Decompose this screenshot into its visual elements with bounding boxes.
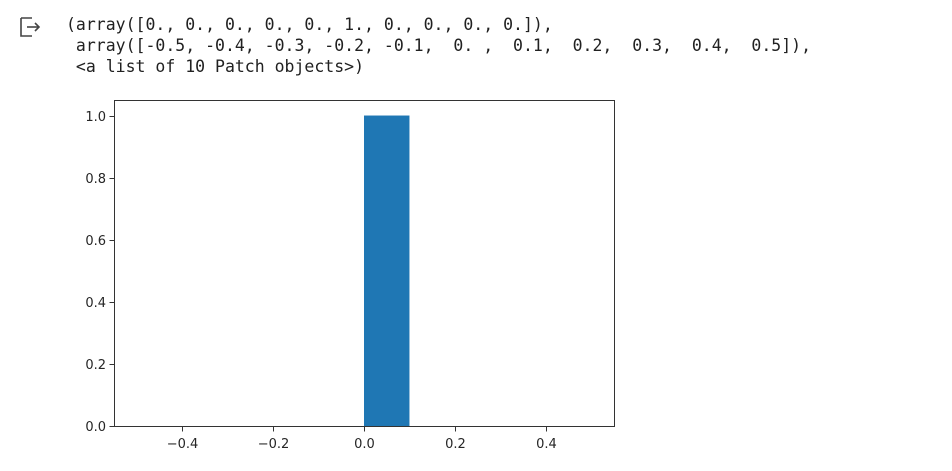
x-tick-label: 0.0	[354, 437, 375, 452]
bars-group	[364, 115, 410, 427]
x-tick-label: −0.2	[258, 437, 290, 452]
output-arrow-icon[interactable]	[18, 16, 44, 38]
y-tick-label: 0.0	[85, 420, 106, 435]
y-tick-label: 0.8	[85, 172, 106, 187]
y-tick-label: 1.0	[85, 110, 106, 125]
x-axis-ticks: −0.4 −0.2 0.0 0.2 0.4	[167, 426, 557, 452]
y-axis-ticks: 0.0 0.2 0.4 0.6 0.8 1.0	[85, 110, 115, 435]
y-tick-label: 0.2	[85, 358, 106, 373]
cell-output-text: (array([0., 0., 0., 0., 0., 1., 0., 0., …	[66, 14, 811, 77]
x-tick-label: −0.4	[167, 437, 199, 452]
output-line: <a list of 10 Patch objects>)	[66, 57, 365, 76]
y-tick-label: 0.6	[85, 234, 106, 249]
histogram-bar	[364, 115, 410, 427]
y-tick-label: 0.4	[85, 296, 106, 311]
output-line: (array([0., 0., 0., 0., 0., 1., 0., 0., …	[66, 15, 553, 34]
output-arrow-icon-svg	[20, 17, 41, 37]
x-tick-label: 0.4	[536, 437, 557, 452]
x-tick-label: 0.2	[445, 437, 466, 452]
output-line: array([-0.5, -0.4, -0.3, -0.2, -0.1, 0. …	[66, 36, 812, 55]
